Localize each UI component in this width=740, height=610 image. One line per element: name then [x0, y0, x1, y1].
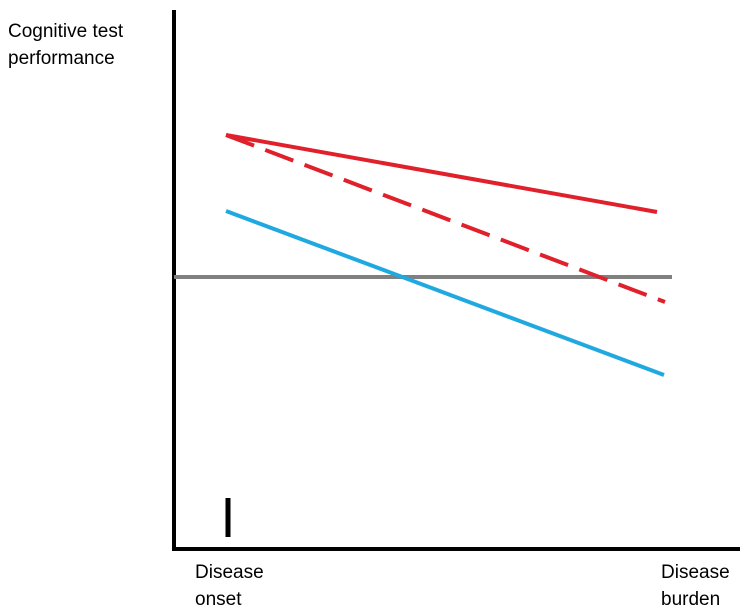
y-axis-label-line2: performance [8, 48, 115, 69]
red-dashed-line [225, 133, 666, 304]
disease-onset-label-line1: Disease [195, 562, 264, 583]
y-axis-label-line1: Cognitive test [8, 21, 124, 42]
disease-onset-label-line2: onset [195, 589, 242, 610]
red-solid-line [225, 133, 658, 214]
blue-solid-line [225, 209, 665, 377]
disease-burden-label-line1: Disease [661, 562, 730, 583]
disease-burden-label-line2: burden [661, 589, 720, 610]
